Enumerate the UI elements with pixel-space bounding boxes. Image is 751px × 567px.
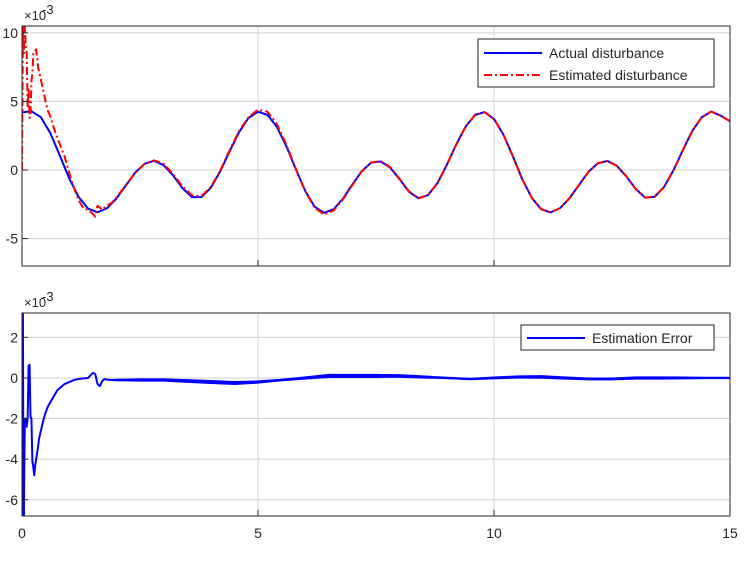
top-axes-ticks: -5 0 5 10 xyxy=(2,25,731,266)
bottom-axes-series xyxy=(22,313,730,516)
y-tick-label: 0 xyxy=(10,370,18,386)
top-legend-box xyxy=(477,38,715,88)
y-tick-label: -6 xyxy=(6,492,19,508)
bottom-legend: Estimation Error xyxy=(520,324,715,351)
series-estimation-error xyxy=(22,313,730,516)
bottom-axes: 0 5 10 15 -6 -4 -2 0 2 ×10 -3 Estimation Error xyxy=(6,289,738,541)
x-tick-label: 10 xyxy=(486,525,502,541)
top-axes-frame xyxy=(21,25,731,267)
y-tick-label: 5 xyxy=(10,93,18,109)
top-axes: -5 0 5 10 ×10 -3 Actual disturbance Estimat… xyxy=(2,2,731,267)
y-tick-label: 0 xyxy=(10,162,18,178)
top-y-exponent-power: -3 xyxy=(42,2,54,17)
top-legend: Actual disturbance Estimated disturbance xyxy=(477,38,715,88)
top-axes-series xyxy=(22,26,730,218)
series-line xyxy=(22,313,730,516)
y-tick-label: -2 xyxy=(6,411,19,427)
x-tick-label: 15 xyxy=(722,525,738,541)
bottom-axes-ticks: 0 5 10 15 -6 -4 -2 0 2 xyxy=(6,329,738,541)
legend-label-estimated-disturbance: Estimated disturbance xyxy=(549,67,688,83)
x-tick-label: 0 xyxy=(18,525,26,541)
series-estimated-disturbance xyxy=(22,26,730,218)
series-line xyxy=(22,26,730,218)
bottom-axes-frame xyxy=(21,312,731,517)
x-tick-label: 5 xyxy=(254,525,262,541)
y-tick-label: 2 xyxy=(10,329,18,345)
bottom-y-exponent-base: ×10 xyxy=(24,295,46,310)
bottom-y-exponent-power: -3 xyxy=(42,289,54,304)
y-tick-label: 10 xyxy=(2,25,18,41)
y-tick-label: -5 xyxy=(6,231,19,247)
legend-label-actual-disturbance: Actual disturbance xyxy=(549,45,664,61)
top-y-exponent-base: ×10 xyxy=(24,8,46,23)
legend-label-estimation-error: Estimation Error xyxy=(592,330,693,346)
y-tick-label: -4 xyxy=(6,451,19,467)
